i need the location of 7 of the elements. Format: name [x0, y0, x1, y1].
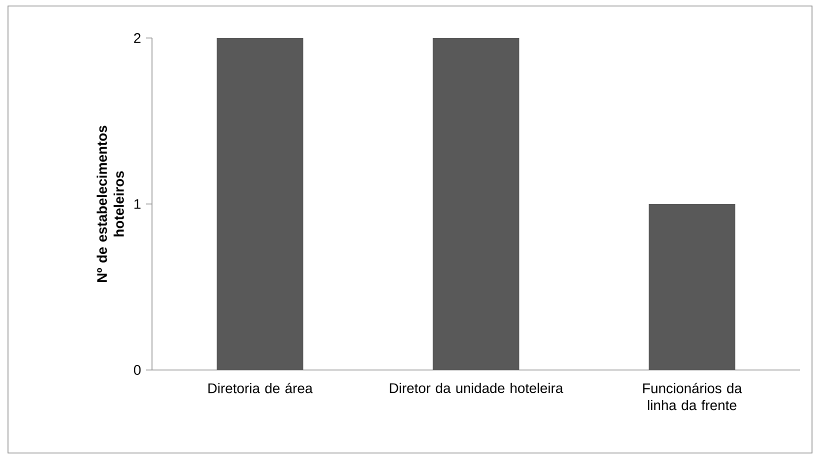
- y-axis-title: Nº de estabelecimentos hoteleiros: [96, 126, 124, 282]
- y-tick-label: 1: [134, 199, 140, 209]
- x-tick-label: Diretoria de área: [208, 382, 313, 394]
- y-tick-label: 2: [134, 33, 140, 43]
- x-tick-label: Funcionários da linha da frente: [643, 382, 742, 410]
- x-tick-label: Diretor da unidade hoteleira: [390, 382, 564, 394]
- y-tick-label: 0: [134, 365, 141, 375]
